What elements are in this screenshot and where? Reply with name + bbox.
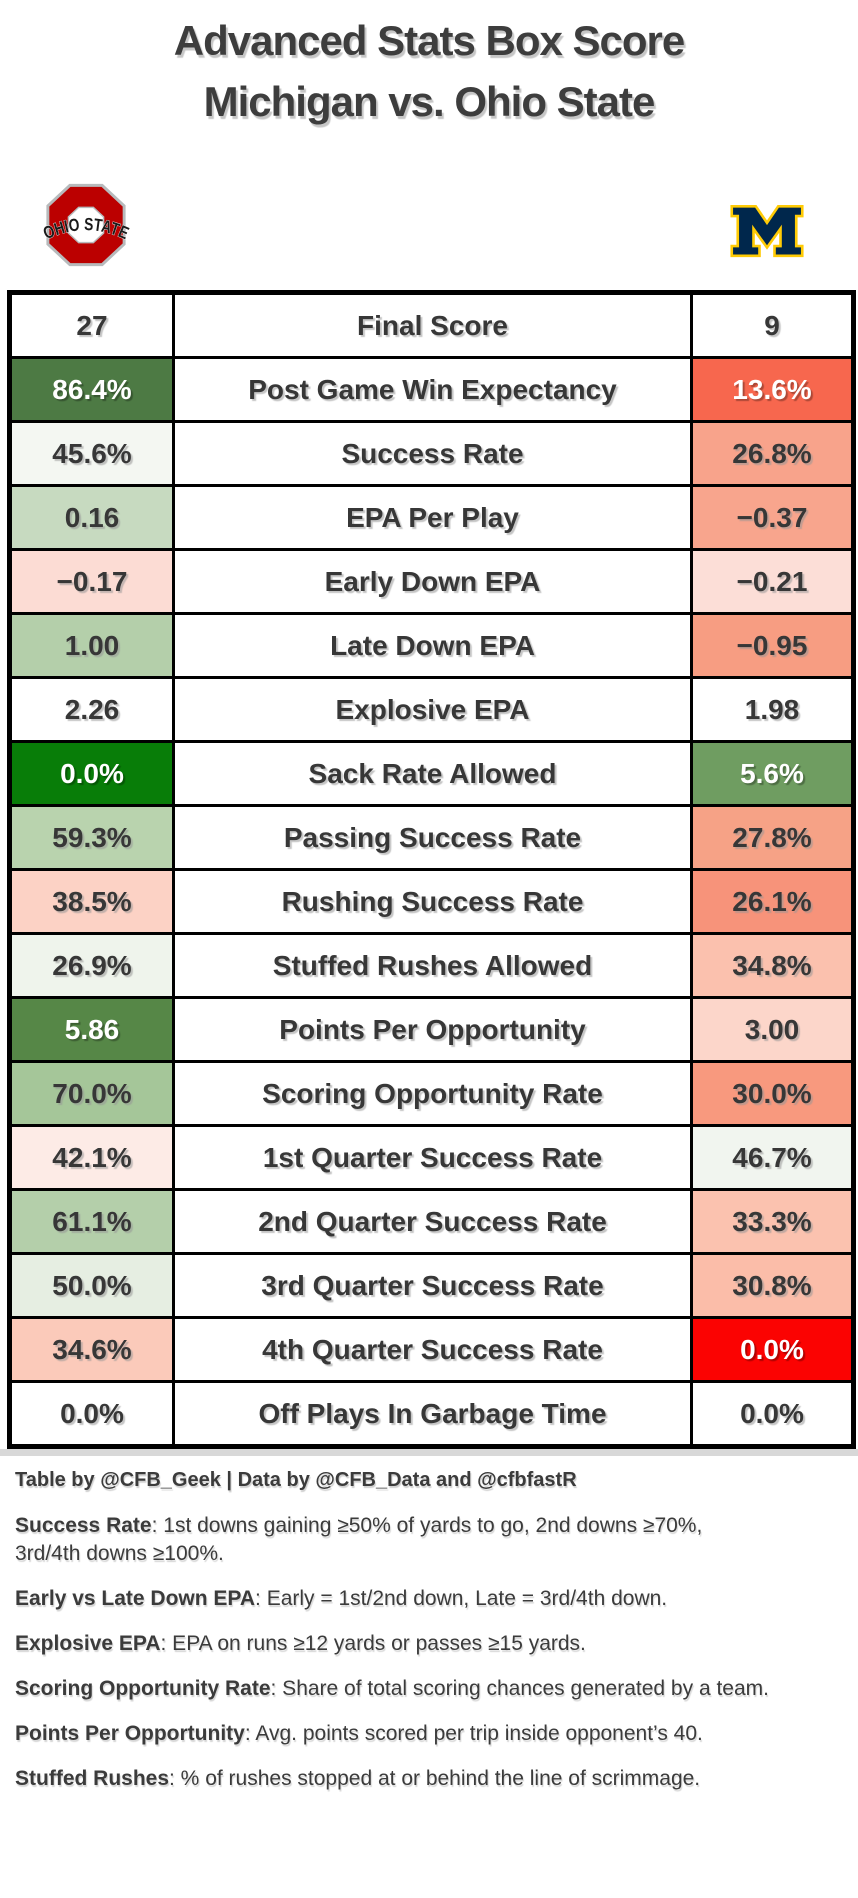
table-row: 0.0% Sack Rate Allowed 5.6%	[8, 740, 855, 807]
right-team-value-cell: 0.0%	[690, 1316, 855, 1383]
right-team-value-cell: 3.00	[690, 996, 855, 1063]
stat-label-cell: Stuffed Rushes Allowed	[172, 932, 693, 999]
stat-label-cell: Rushing Success Rate	[172, 868, 693, 935]
stat-label-cell: Off Plays In Garbage Time	[172, 1380, 693, 1448]
stat-label-cell: 1st Quarter Success Rate	[172, 1124, 693, 1191]
right-team-value-cell: −0.95	[690, 612, 855, 679]
table-row: 5.86 Points Per Opportunity 3.00	[8, 996, 855, 1063]
right-team-value-cell: 26.1%	[690, 868, 855, 935]
note-term: Early vs Late Down EPA	[15, 1587, 256, 1610]
stat-label-cell: Early Down EPA	[172, 548, 693, 615]
left-team-value-cell: −0.17	[8, 548, 175, 615]
left-team-value-cell: 0.16	[8, 484, 175, 551]
right-team-value-cell: 34.8%	[690, 932, 855, 999]
right-team-value-cell: 27.8%	[690, 804, 855, 871]
page-title: Advanced Stats Box Score Michigan vs. Oh…	[0, 0, 858, 132]
michigan-block-m	[730, 204, 804, 258]
right-team-value-cell: 33.3%	[690, 1188, 855, 1255]
note: Explosive EPA: EPA on runs ≥12 yards or …	[15, 1632, 586, 1655]
left-team-value-cell: 26.9%	[8, 932, 175, 999]
right-team-value-cell: 13.6%	[690, 356, 855, 423]
left-team-value-cell: 27	[8, 291, 175, 359]
note-term: Explosive EPA	[15, 1632, 161, 1655]
table-row: 1.00 Late Down EPA −0.95	[8, 612, 855, 679]
left-team-value-cell: 0.0%	[8, 740, 175, 807]
table-row: 0.16 EPA Per Play −0.37	[8, 484, 855, 551]
attribution-line: Table by @CFB_Geek | Data by @CFB_Data a…	[15, 1469, 577, 1491]
right-team-value-cell: 30.8%	[690, 1252, 855, 1319]
note: Early vs Late Down EPA: Early = 1st/2nd …	[15, 1587, 668, 1610]
logo-band: OHIO STATE	[0, 132, 858, 290]
left-team-value-cell: 2.26	[8, 676, 175, 743]
table-row: 38.5% Rushing Success Rate 26.1%	[8, 868, 855, 935]
left-team-value-cell: 61.1%	[8, 1188, 175, 1255]
table-bottom-shadow	[0, 1449, 858, 1456]
right-team-value-cell: 9	[690, 291, 855, 359]
left-team-value-cell: 5.86	[8, 996, 175, 1063]
michigan-logo	[730, 204, 804, 258]
stat-label-cell: Sack Rate Allowed	[172, 740, 693, 807]
left-team-value-cell: 50.0%	[8, 1252, 175, 1319]
note-term: Stuffed Rushes	[15, 1767, 170, 1790]
left-team-value-cell: 86.4%	[8, 356, 175, 423]
left-team-value-cell: 34.6%	[8, 1316, 175, 1383]
table-row: 50.0% 3rd Quarter Success Rate 30.8%	[8, 1252, 855, 1319]
stat-label-cell: Success Rate	[172, 420, 693, 487]
table-row: 45.6% Success Rate 26.8%	[8, 420, 855, 487]
stat-label-cell: 4th Quarter Success Rate	[172, 1316, 693, 1383]
stat-label-cell: Post Game Win Expectancy	[172, 356, 693, 423]
table-row: 61.1% 2nd Quarter Success Rate 33.3%	[8, 1188, 855, 1255]
right-team-value-cell: −0.21	[690, 548, 855, 615]
title-line-2: Michigan vs. Ohio State	[203, 78, 656, 125]
note-term: Success Rate	[15, 1514, 152, 1537]
table-row: 70.0% Scoring Opportunity Rate 30.0%	[8, 1060, 855, 1127]
stat-label-cell: EPA Per Play	[172, 484, 693, 551]
right-team-value-cell: 46.7%	[690, 1124, 855, 1191]
table-row: 86.4% Post Game Win Expectancy 13.6%	[8, 356, 855, 423]
left-team-value-cell: 42.1%	[8, 1124, 175, 1191]
stat-label-cell: 2nd Quarter Success Rate	[172, 1188, 693, 1255]
right-team-value-cell: 1.98	[690, 676, 855, 743]
left-team-value-cell: 38.5%	[8, 868, 175, 935]
right-team-value-cell: 0.0%	[690, 1380, 855, 1448]
table-row: 26.9% Stuffed Rushes Allowed 34.8%	[8, 932, 855, 999]
table-row: 42.1% 1st Quarter Success Rate 46.7%	[8, 1124, 855, 1191]
ohio-state-logo: OHIO STATE	[42, 183, 130, 267]
advanced-stats-table: 27 Final Score 9 86.4% Post Game Win Expecta…	[7, 290, 856, 1449]
note-term: Scoring Opportunity Rate	[15, 1677, 271, 1700]
note-term: Points Per Opportunity	[15, 1722, 245, 1745]
right-team-value-cell: 30.0%	[690, 1060, 855, 1127]
notes: Success Rate: 1st downs gaining ≥50% of …	[15, 1512, 770, 1793]
title-line-1: Advanced Stats Box Score	[173, 17, 686, 64]
table-row: 0.0% Off Plays In Garbage Time 0.0%	[8, 1380, 855, 1448]
right-team-value-cell: −0.37	[690, 484, 855, 551]
stat-label-cell: Late Down EPA	[172, 612, 693, 679]
stat-label-cell: Scoring Opportunity Rate	[172, 1060, 693, 1127]
right-team-value-cell: 5.6%	[690, 740, 855, 807]
note: Stuffed Rushes: % of rushes stopped at o…	[15, 1767, 701, 1790]
note: Success Rate: 1st downs gaining ≥50% of …	[15, 1514, 703, 1565]
right-team-value-cell: 26.8%	[690, 420, 855, 487]
table-row: −0.17 Early Down EPA −0.21	[8, 548, 855, 615]
table-row: 2.26 Explosive EPA 1.98	[8, 676, 855, 743]
stat-label-cell: Points Per Opportunity	[172, 996, 693, 1063]
table-row: 59.3% Passing Success Rate 27.8%	[8, 804, 855, 871]
left-team-value-cell: 70.0%	[8, 1060, 175, 1127]
left-team-value-cell: 0.0%	[8, 1380, 175, 1448]
table-row: 34.6% 4th Quarter Success Rate 0.0%	[8, 1316, 855, 1383]
left-team-value-cell: 1.00	[8, 612, 175, 679]
note: Points Per Opportunity: Avg. points scor…	[15, 1722, 703, 1745]
note: Scoring Opportunity Rate: Share of total…	[15, 1677, 769, 1700]
stat-label-cell: 3rd Quarter Success Rate	[172, 1252, 693, 1319]
left-team-value-cell: 45.6%	[8, 420, 175, 487]
stat-label-cell: Explosive EPA	[172, 676, 693, 743]
left-team-value-cell: 59.3%	[8, 804, 175, 871]
stats-table-body: 27 Final Score 9 86.4% Post Game Win Expecta…	[8, 291, 855, 1448]
stat-label-cell: Passing Success Rate	[172, 804, 693, 871]
table-row: 27 Final Score 9	[8, 291, 855, 359]
stat-label-cell: Final Score	[172, 291, 693, 359]
